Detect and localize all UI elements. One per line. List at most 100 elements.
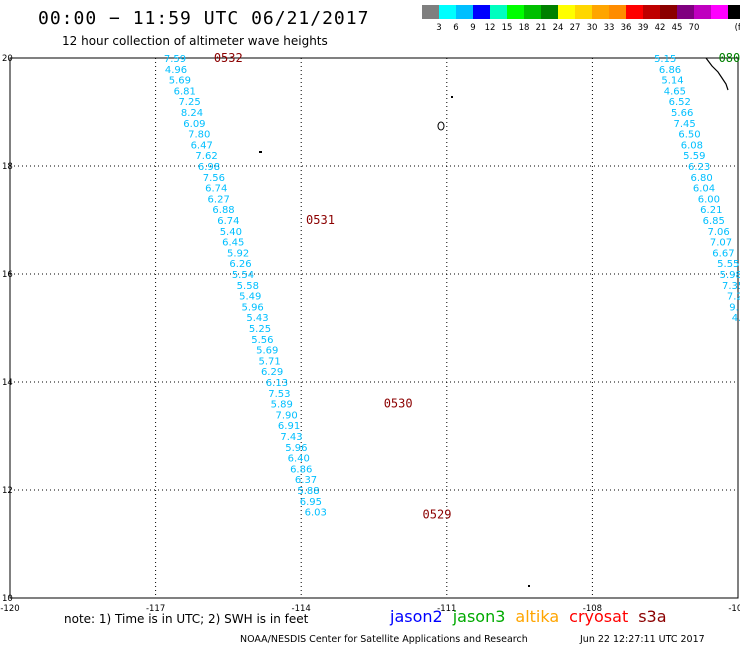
color-scale-swatch	[660, 5, 677, 19]
x-tick-label: -117	[146, 604, 165, 614]
wave-height-point: 6.86	[659, 65, 681, 76]
wave-height-point: 7.62	[195, 151, 217, 162]
wave-height-point: 5.43	[246, 313, 268, 324]
y-tick-label: 10	[2, 594, 13, 604]
wave-height-point: 6.80	[690, 173, 712, 184]
color-scale-swatch	[558, 5, 575, 19]
color-scale-label: 36	[620, 23, 632, 33]
map-subtitle: 12 hour collection of altimeter wave hei…	[62, 34, 328, 48]
color-scale-label: 42	[654, 23, 666, 33]
y-tick-label: 18	[2, 162, 13, 172]
color-scale-label: 21	[535, 23, 547, 33]
color-scale-swatch	[694, 5, 711, 19]
color-scale-swatch	[592, 5, 609, 19]
map-title: 00:00 − 11:59 UTC 06/21/2017	[38, 8, 370, 29]
wave-height-point: 6.29	[261, 367, 283, 378]
wave-height-point: 6.81	[174, 86, 196, 97]
color-scale-swatch	[643, 5, 660, 19]
color-scale-label: 15	[501, 23, 513, 33]
color-scale-swatch	[507, 5, 524, 19]
wave-height-point: 6.85	[703, 216, 725, 227]
wave-height-point: 4.96	[165, 65, 187, 76]
color-scale-unit: (ft)	[734, 23, 740, 33]
wave-height-point: 6.03	[305, 508, 327, 519]
color-scale-label: 24	[552, 23, 564, 33]
wave-height-point: 5.58	[237, 281, 259, 292]
wave-height-point: 5.66	[671, 108, 693, 119]
legend-entry: jason3	[452, 607, 506, 626]
wave-height-point: 7.22	[727, 292, 740, 303]
island-dot	[259, 151, 262, 153]
generated-timestamp: Jun 22 12:27:11 UTC 2017	[580, 634, 705, 645]
wave-height-point: 6.13	[266, 378, 288, 389]
legend-entry: s3a	[638, 607, 667, 626]
color-scale-swatch	[439, 5, 456, 19]
coastline-features	[259, 57, 729, 587]
wave-height-point: 4.65	[664, 86, 686, 97]
color-scale-label: 18	[518, 23, 530, 33]
footnote: note: 1) Time is in UTC; 2) SWH is in fe…	[64, 612, 309, 626]
color-scale-swatch	[456, 5, 473, 19]
wave-height-point: 6.21	[700, 205, 722, 216]
wave-height-point: 6.50	[678, 130, 700, 141]
island-dot	[528, 585, 530, 587]
color-scale-swatch	[422, 5, 439, 19]
plot-area	[9, 57, 739, 599]
wave-height-point: 6.95	[300, 497, 322, 508]
wave-height-point: 9.17	[729, 302, 740, 313]
pass-time-label: 0529	[423, 507, 452, 521]
wave-height-point: 5.54	[232, 270, 254, 281]
color-scale-swatch	[473, 5, 490, 19]
wave-height-point: 5.88	[297, 486, 319, 497]
wave-height-point: 6.26	[229, 259, 251, 270]
wave-height-point: 7.53	[268, 389, 290, 400]
wave-height-points: 7.594.965.696.817.258.246.097.806.477.62…	[164, 54, 740, 519]
wave-height-point: 6.27	[208, 194, 230, 205]
x-tick-label: -114	[292, 604, 311, 614]
wave-height-point: 5.71	[259, 356, 281, 367]
wave-height-point: 8.24	[181, 108, 203, 119]
y-tick-label: 20	[2, 54, 13, 64]
color-scale-swatch	[609, 5, 626, 19]
wave-height-point: 5.69	[169, 76, 191, 87]
wave-height-point: 6.98	[198, 162, 220, 173]
coastline-segment	[705, 57, 729, 91]
wave-height-point: 6.09	[183, 119, 205, 130]
wave-height-point: 6.47	[191, 140, 213, 151]
pass-time-label: 0531	[306, 213, 335, 227]
color-scale-label: 45	[671, 23, 683, 33]
pass-time-label: 0530	[384, 397, 413, 411]
wave-height-point: 7.59	[164, 54, 186, 65]
color-scale-label: 30	[586, 23, 598, 33]
wave-height-point: 5.55	[717, 259, 739, 270]
wave-height-point: 7.35	[722, 281, 740, 292]
color-scale-swatch	[524, 5, 541, 19]
grid-lines	[9, 57, 739, 599]
wave-height-point: 6.37	[295, 475, 317, 486]
x-tick-label: -111	[437, 604, 456, 614]
credit-line: NOAA/NESDIS Center for Satellite Applica…	[240, 634, 528, 645]
wave-height-point: 4.90	[732, 313, 740, 324]
wave-height-point: 6.74	[217, 216, 239, 227]
wave-height-point: 7.06	[707, 227, 729, 238]
wave-height-point: 6.00	[698, 194, 720, 205]
wave-height-point: 6.40	[288, 454, 310, 465]
color-scale-swatch	[541, 5, 558, 19]
color-scale-swatch	[575, 5, 592, 19]
color-scale-swatch	[677, 5, 694, 19]
wave-height-point: 5.14	[661, 76, 683, 87]
wave-height-point: 6.45	[222, 238, 244, 249]
wave-height-point: 7.80	[188, 130, 210, 141]
wave-height-point: 6.74	[205, 184, 227, 195]
wave-height-point: 5.15	[654, 54, 676, 65]
wave-height-point: 6.23	[688, 162, 710, 173]
wave-height-point: 5.40	[220, 227, 242, 238]
wave-height-point: 7.07	[710, 238, 732, 249]
legend-entry: altika	[515, 607, 560, 626]
color-scale-label: 27	[569, 23, 581, 33]
color-scale-swatch	[728, 5, 740, 19]
pass-time-label: 0808	[719, 51, 740, 65]
color-scale-label: 12	[484, 23, 496, 33]
wave-height-point: 6.04	[693, 184, 715, 195]
wave-height-point: 7.90	[276, 410, 298, 421]
